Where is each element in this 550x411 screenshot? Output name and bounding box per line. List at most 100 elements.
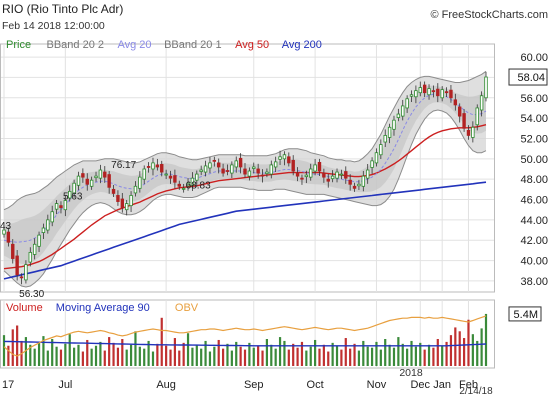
volume-bar (322, 344, 325, 366)
volume-bar (300, 341, 304, 366)
candle-body (72, 182, 76, 194)
candle-body (6, 231, 11, 243)
candle-body (278, 156, 282, 160)
volume-bar (125, 349, 128, 366)
volume-bar (68, 334, 71, 366)
price-tick-label: 50.00 (520, 154, 548, 166)
candle-body (160, 164, 164, 173)
candle-body (484, 76, 488, 99)
candle-body (111, 188, 116, 194)
candle-body (304, 174, 309, 178)
volume-bar (484, 313, 488, 366)
candle-body (453, 99, 458, 106)
candle-body (181, 187, 186, 190)
volume-bar (349, 348, 352, 366)
candle-body (273, 161, 278, 168)
candle-body (133, 185, 138, 194)
volume-bar (480, 328, 483, 366)
candle-body (326, 178, 330, 182)
volume-bar (121, 339, 124, 366)
obv-line (3, 315, 487, 357)
candle-body (444, 91, 449, 94)
volume-bar (353, 343, 356, 366)
chart-date: Feb 14 2018 12:00:00 (2, 20, 105, 32)
volume-bar (314, 339, 317, 366)
volume-bar (94, 345, 98, 366)
volume-bar (73, 347, 76, 366)
candle-body (138, 176, 142, 189)
candle-body (401, 105, 405, 117)
bband-upper-line (3, 70, 487, 211)
watermark: © FreeStockCharts.com (430, 9, 548, 21)
candle-body (234, 160, 238, 168)
candle-body (155, 164, 160, 168)
candle-body (19, 276, 24, 279)
candle-body (265, 171, 269, 174)
candle-body (230, 164, 234, 174)
volume-bar (309, 346, 312, 366)
candle-body (203, 165, 208, 173)
volume-bar (165, 345, 168, 366)
candle-body (418, 87, 422, 94)
price-pane: 38.00 40.00 42.00 44.00 46.00 48.00 50.00 52.00… (0, 39, 548, 300)
candle-body (124, 203, 129, 211)
x-tick-label: Jul (58, 379, 72, 391)
x-tick-label: Nov (367, 379, 387, 391)
volume-bar (33, 348, 36, 366)
candle-body (479, 95, 484, 111)
volume-bar (274, 348, 277, 366)
volume-bar (287, 349, 290, 366)
price-tick-label: 46.00 (520, 195, 548, 207)
volume-bar (283, 340, 286, 366)
price-annotation: 43 (0, 221, 12, 232)
candle-body (352, 185, 357, 189)
volume-bar (331, 342, 334, 366)
candle-body (348, 179, 352, 185)
volume-bar (59, 349, 63, 366)
candle-body (243, 168, 247, 175)
volume-bar (436, 339, 439, 366)
candle-body (322, 172, 326, 178)
volume-bar (46, 350, 49, 366)
ma90-line (3, 340, 487, 347)
volume-bar (204, 340, 207, 366)
candle-body (107, 174, 111, 188)
volume-bar (221, 348, 225, 366)
volume-bar (362, 340, 365, 366)
volume-bar (239, 346, 242, 366)
volume-bar (81, 351, 84, 366)
volume-pane: Volume Moving Average 90 OBV 5.4M (0, 299, 542, 369)
candle-body (11, 243, 15, 259)
candle-body (269, 164, 273, 175)
volume-bar (458, 331, 461, 366)
volume-bar (217, 339, 220, 366)
volume-bar (292, 343, 295, 366)
volume-bar (344, 338, 347, 366)
volume-bar (208, 351, 212, 366)
candle-body (238, 157, 243, 168)
candle-body (431, 90, 436, 93)
x-axis: 17 Jul Aug Sep Oct Nov Dec Jan Feb (2, 379, 478, 391)
volume-bar (213, 346, 216, 366)
candle-body (387, 126, 392, 138)
x-tick-label: Dec (410, 379, 430, 391)
legend-item: Avg 200 (282, 39, 322, 51)
candle-body (300, 177, 304, 180)
candle-body (409, 94, 414, 97)
candle-body (59, 205, 63, 209)
volume-bar (178, 350, 181, 366)
volume-bar (248, 342, 251, 366)
candle-body (46, 219, 50, 231)
last-price-tag (508, 68, 548, 86)
candle-body (173, 175, 177, 183)
candle-body (195, 173, 199, 181)
candle-body (164, 173, 168, 176)
candle-body (361, 175, 366, 187)
candle-body (225, 170, 230, 172)
candle-body (103, 171, 107, 178)
volume-bar (257, 345, 260, 366)
chart-title: RIO (Rio Tinto Plc Adr) (2, 2, 123, 16)
x-tick-label: Sep (244, 379, 264, 391)
